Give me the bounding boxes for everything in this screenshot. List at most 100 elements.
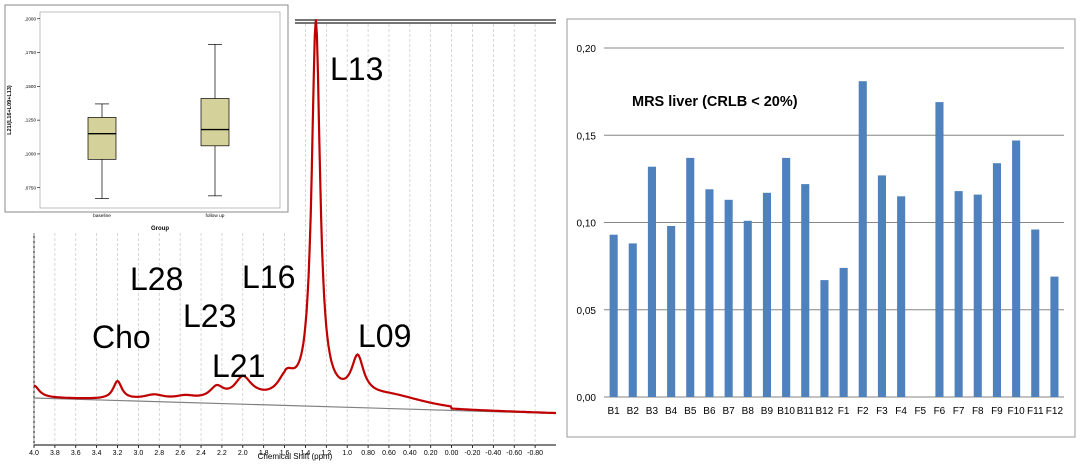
boxplot-group-label: follow up bbox=[206, 213, 225, 219]
bar-b9 bbox=[762, 192, 771, 397]
spectrum-tick-label: 2.8 bbox=[154, 450, 164, 457]
bar-x-tick-label: B8 bbox=[742, 406, 755, 417]
bar-x-tick-label: B1 bbox=[607, 406, 620, 417]
bar-x-tick-label: F2 bbox=[857, 406, 869, 417]
bar-y-tick-label: 0,00 bbox=[577, 393, 597, 404]
bar-b10 bbox=[782, 157, 791, 397]
spectrum-tick-label: 3.4 bbox=[92, 450, 102, 457]
bar-x-tick-label: F6 bbox=[934, 406, 946, 417]
boxplot-groups: baseline follow up bbox=[87, 44, 230, 219]
bar-x-tick-label: B2 bbox=[627, 406, 640, 417]
boxplot-plot-area bbox=[39, 11, 281, 209]
bar-x-tick-label: F12 bbox=[1046, 406, 1064, 417]
bar-b7 bbox=[724, 199, 733, 397]
bar-x-tick-label: F9 bbox=[991, 406, 1003, 417]
peak-label-cho: Cho bbox=[92, 319, 151, 355]
spectrum-tick-label: 0.00 bbox=[445, 450, 459, 457]
bar-y-tick-label: 0,15 bbox=[577, 131, 597, 142]
bar-x-tick-label: B6 bbox=[703, 406, 716, 417]
spectrum-tick-label: 3.2 bbox=[113, 450, 123, 457]
spectrum-tick-label: 1.2 bbox=[321, 450, 331, 457]
bar-chart-title: MRS liver (CRLB < 20%) bbox=[632, 94, 798, 110]
bar-y-tick-label: 0,10 bbox=[577, 219, 597, 230]
peak-label-l23: L23 bbox=[183, 298, 236, 334]
bar-f3 bbox=[877, 175, 886, 397]
boxplot-y-axis-title: L21/(L16+L09+L13) bbox=[7, 85, 13, 135]
spectrum-tick-label: 1.4 bbox=[301, 450, 311, 457]
spectrum-tick-label: 0.60 bbox=[382, 450, 396, 457]
bar-f9 bbox=[992, 163, 1001, 397]
boxplot-y-tick-label: ,2000 bbox=[25, 16, 37, 21]
mrs-liver-bar-chart: 0,000,050,100,150,20 B1 B2 B3 B4 B5 B6 B7 B8 B9 B… bbox=[566, 18, 1076, 438]
peak-label-l21: L21 bbox=[212, 348, 265, 384]
peak-label-l16: L16 bbox=[242, 259, 295, 295]
bar-y-tick-label: 0,20 bbox=[577, 44, 597, 55]
spectrum-tick-labels: 4.0 3.8 3.6 3.4 3.2 3.0 2.8 2.6 2.4 2.2 2.0 1.8 1.6 1… bbox=[29, 445, 543, 457]
mrs-spectrum-plot: 4.0 3.8 3.6 3.4 3.2 3.0 2.8 2.6 2.4 2.2 2.0 1.8 1.6 1… bbox=[29, 19, 557, 461]
bar-x-tick-label: B7 bbox=[722, 406, 735, 417]
spectrum-tick-label: 3.0 bbox=[134, 450, 144, 457]
bar-x-tick-label: B4 bbox=[665, 406, 678, 417]
bar-b12 bbox=[820, 280, 829, 397]
bar-b6 bbox=[705, 189, 714, 397]
bar-f8 bbox=[973, 194, 982, 397]
boxplot-y-tick-label: ,0750 bbox=[25, 185, 37, 190]
boxplot-group-label: baseline bbox=[93, 213, 111, 219]
spectrum-baseline bbox=[33, 397, 557, 415]
boxplot-y-tick-label: ,1500 bbox=[25, 84, 37, 89]
bar-x-tick-label: F5 bbox=[914, 406, 926, 417]
bar-x-tick-label: B10 bbox=[777, 406, 795, 417]
spectrum-tick-label: -0.80 bbox=[527, 450, 543, 457]
bar-x-tick-label: B9 bbox=[761, 406, 774, 417]
boxplot-y-tick-label: ,1750 bbox=[25, 50, 37, 55]
boxplot-y-tick-label: ,1250 bbox=[25, 118, 37, 123]
bar-x-tick-label: B3 bbox=[646, 406, 659, 417]
bar-f1 bbox=[839, 267, 848, 397]
boxplot-inset: ,0750 ,1000 ,1250 ,1500 ,1750 ,2000 baseline f… bbox=[4, 4, 289, 232]
bar-y-tick-label: 0,05 bbox=[577, 306, 597, 317]
boxplot-y-ticks: ,0750 ,1000 ,1250 ,1500 ,1750 ,2000 bbox=[25, 16, 40, 190]
bar-x-tick-labels: B1 B2 B3 B4 B5 B6 B7 B8 B9 B10 B11 B12 F1 F2 F3 F4 F5 F6 F… bbox=[607, 406, 1063, 417]
bar-y-tick-labels: 0,00 0,05 0,10 0,15 0,20 bbox=[577, 44, 597, 404]
bar-f7 bbox=[954, 191, 963, 397]
spectrum-tick-label: 2.4 bbox=[196, 450, 206, 457]
peak-label-l13: L13 bbox=[330, 51, 383, 87]
spectrum-curve bbox=[33, 19, 556, 415]
spectrum-tick-label: 0.80 bbox=[361, 450, 375, 457]
spectrum-tick-label: 2.2 bbox=[217, 450, 227, 457]
bar-x-tick-label: F3 bbox=[876, 406, 888, 417]
spectrum-tick-label: 1.8 bbox=[259, 450, 269, 457]
spectrum-tick-label: 3.8 bbox=[50, 450, 60, 457]
spectrum-tick-label: 2.0 bbox=[238, 450, 248, 457]
bar-f11 bbox=[1031, 229, 1040, 397]
bar-f4 bbox=[897, 196, 906, 397]
spectrum-tick-label: 0.20 bbox=[424, 450, 438, 457]
boxplot-box bbox=[200, 98, 230, 147]
bar-x-tick-label: F4 bbox=[895, 406, 907, 417]
bar-b2 bbox=[628, 243, 637, 397]
bar-f10 bbox=[1012, 140, 1021, 397]
spectrum-tick-label: -0.40 bbox=[485, 450, 501, 457]
spectrum-tick-label: -0.20 bbox=[464, 450, 480, 457]
bar-x-tick-label: F1 bbox=[838, 406, 850, 417]
bar-f2 bbox=[858, 81, 867, 397]
bar-b4 bbox=[667, 226, 676, 397]
spectrum-tick-label: 1.6 bbox=[280, 450, 290, 457]
spectrum-tick-label: 1.0 bbox=[342, 450, 352, 457]
bar-f6 bbox=[935, 102, 944, 397]
bar-gridlines bbox=[604, 47, 1064, 398]
bar-x-tick-label: F8 bbox=[972, 406, 984, 417]
peak-label-l09: L09 bbox=[358, 318, 411, 354]
boxplot-box bbox=[87, 117, 117, 160]
spectrum-tick-label: 0.40 bbox=[403, 450, 417, 457]
spectrum-tick-label: 4.0 bbox=[29, 450, 39, 457]
bar-x-tick-label: F10 bbox=[1007, 406, 1025, 417]
bar-b1 bbox=[609, 234, 618, 397]
bar-x-tick-label: F11 bbox=[1027, 406, 1044, 417]
boxplot-x-axis-title: Group bbox=[151, 226, 169, 232]
bar-x-tick-label: B11 bbox=[797, 406, 814, 417]
bar-b5 bbox=[686, 157, 695, 397]
bar-series bbox=[609, 81, 1059, 397]
bar-b11 bbox=[801, 184, 810, 397]
spectrum-tick-label: -0.60 bbox=[506, 450, 522, 457]
